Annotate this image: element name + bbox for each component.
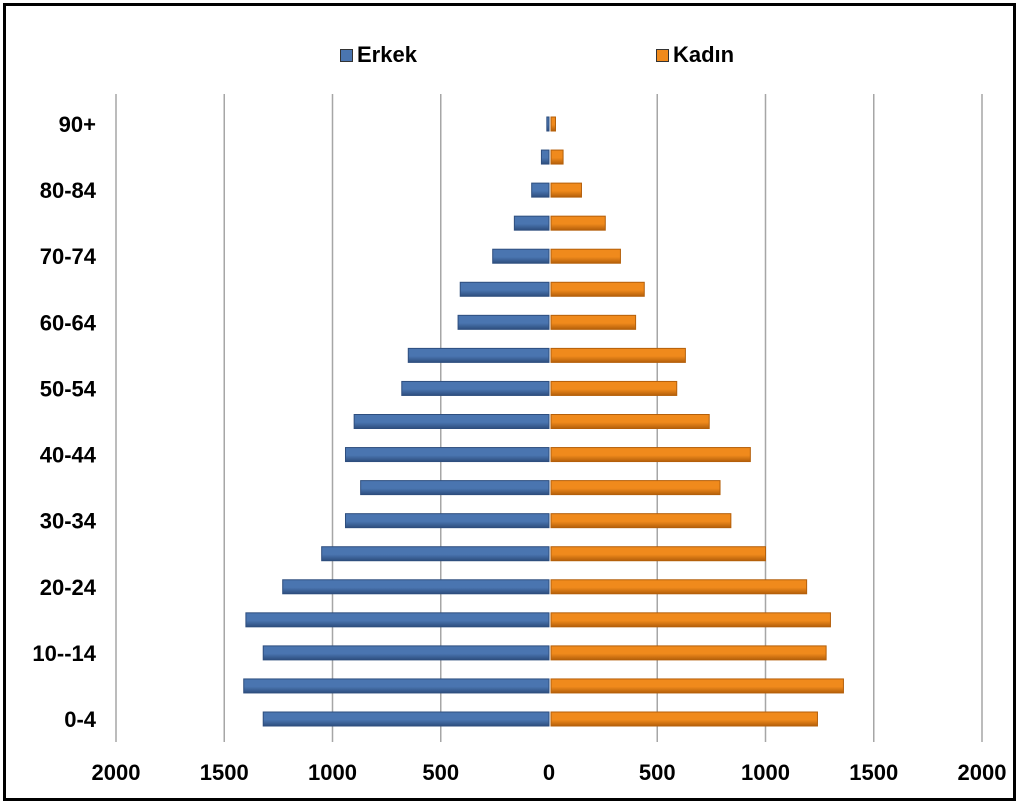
bar-male [407, 347, 550, 363]
legend-swatch-female [656, 48, 669, 62]
bar-female [550, 480, 721, 496]
legend-label-female: Kadın [673, 42, 735, 67]
category-label: 30-34 [40, 509, 97, 534]
bar-female [550, 347, 686, 363]
bar-female [550, 546, 766, 562]
legend-item-male: Erkek [340, 42, 417, 68]
legend-label-male: Erkek [357, 42, 417, 67]
category-label: 40-44 [40, 443, 97, 468]
category-label: 50-54 [40, 376, 97, 401]
bar-female [550, 612, 831, 628]
x-tick-label: 1000 [741, 760, 790, 785]
population-pyramid-chart: 0-4 10--14 20-24 30-34 40-44 50-54 60-64 70-74 8… [32, 94, 1006, 785]
bar-male [243, 678, 550, 694]
bar-male [360, 480, 550, 496]
bar-female [550, 447, 751, 463]
category-label: 70-74 [40, 244, 97, 269]
bar-male [540, 149, 550, 165]
bar-female [550, 116, 556, 132]
bars [243, 116, 844, 727]
bar-male [282, 579, 550, 595]
x-tick-label: 0 [543, 760, 555, 785]
bar-female [550, 281, 645, 297]
labels: 0-4 10--14 20-24 30-34 40-44 50-54 60-64 70-74 8… [32, 112, 1006, 785]
bar-female [550, 711, 818, 727]
bar-male [492, 248, 550, 264]
category-label: 80-84 [40, 178, 97, 203]
x-tick-label: 2000 [958, 760, 1007, 785]
x-tick-label: 2000 [92, 760, 141, 785]
x-tick-label: 1500 [200, 760, 249, 785]
bar-male [513, 215, 550, 231]
x-tick-label: 1500 [849, 760, 898, 785]
bar-female [550, 149, 564, 165]
category-label: 20-24 [40, 575, 97, 600]
bar-male [459, 281, 550, 297]
chart-frame: Erkek Kadın 0-4 10--14 20-24 30-34 40-44 50-5… [3, 3, 1016, 801]
bar-male [401, 380, 550, 396]
category-label: 90+ [59, 112, 96, 137]
bar-female [550, 645, 827, 661]
x-tick-label: 1000 [308, 760, 357, 785]
bar-male [546, 116, 550, 132]
bar-female [550, 678, 844, 694]
legend-item-female: Kadın [656, 42, 734, 68]
bar-male [344, 513, 550, 529]
bar-male [262, 645, 550, 661]
bar-male [245, 612, 550, 628]
bar-female [550, 414, 710, 429]
bar-female [550, 579, 808, 595]
category-label: 60-64 [40, 310, 97, 335]
x-tick-label: 500 [639, 760, 676, 785]
category-label: 10--14 [32, 641, 96, 666]
legend-swatch-male [340, 48, 353, 62]
bar-male [262, 711, 550, 727]
x-tick-label: 500 [422, 760, 459, 785]
bar-male [344, 447, 550, 463]
bar-male [321, 546, 550, 562]
bar-female [550, 513, 732, 529]
category-label: 0-4 [64, 707, 97, 732]
bar-male [531, 182, 550, 198]
bar-female [550, 380, 678, 396]
bar-male [457, 314, 550, 330]
bar-male [353, 414, 550, 429]
bar-female [550, 248, 621, 264]
bar-female [550, 182, 582, 198]
bar-female [550, 215, 606, 231]
bar-female [550, 314, 637, 330]
